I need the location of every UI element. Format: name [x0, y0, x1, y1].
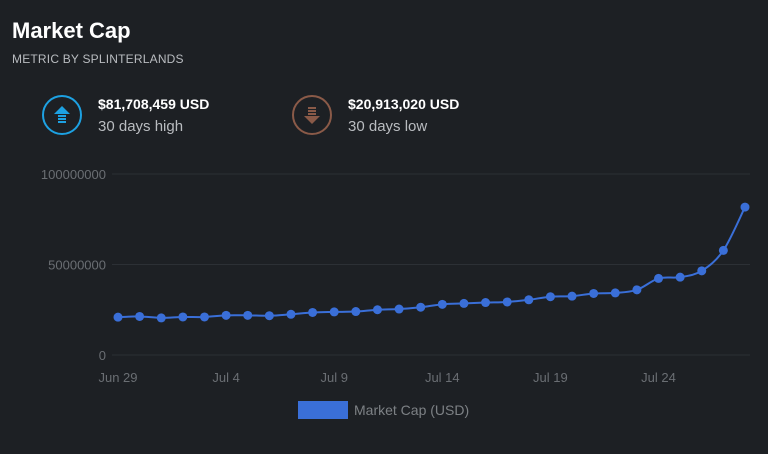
stat-high-label: 30 days high — [98, 117, 184, 135]
data-point[interactable] — [286, 309, 296, 319]
data-point[interactable] — [567, 291, 577, 301]
y-axis-ticks: 0 50000000 100000000 — [41, 167, 106, 363]
data-point[interactable] — [524, 295, 534, 305]
data-point[interactable] — [459, 298, 469, 308]
data-point[interactable] — [135, 311, 145, 321]
stat-high-value: $81,708,459 USD — [98, 95, 210, 112]
data-point[interactable] — [243, 310, 253, 320]
data-point[interactable] — [372, 305, 382, 315]
data-point[interactable] — [308, 307, 318, 317]
x-tick-label: Jun 29 — [98, 370, 137, 385]
stat-30-days-high: $81,708,459 USD 30 days high — [42, 95, 209, 135]
legend-label: Market Cap (USD) — [354, 402, 470, 418]
data-point[interactable] — [502, 297, 512, 307]
arrow-up-icon — [42, 95, 82, 135]
data-point[interactable] — [545, 292, 555, 302]
data-point[interactable] — [221, 310, 231, 320]
data-point[interactable] — [329, 307, 339, 317]
stat-low-value: $20,913,020 USD — [348, 95, 460, 112]
data-point[interactable] — [632, 285, 642, 295]
legend-swatch — [298, 401, 348, 419]
data-point[interactable] — [416, 302, 426, 312]
x-tick-label: Jul 4 — [212, 370, 239, 385]
data-point[interactable] — [654, 273, 664, 283]
data-point[interactable] — [394, 304, 404, 314]
data-point[interactable] — [199, 312, 209, 322]
data-point[interactable] — [351, 307, 361, 317]
x-tick-label: Jul 9 — [320, 370, 347, 385]
data-point[interactable] — [178, 312, 188, 322]
data-point[interactable] — [697, 266, 707, 276]
data-point[interactable] — [437, 299, 447, 309]
data-point[interactable] — [740, 202, 750, 212]
x-tick-label: Jul 24 — [641, 370, 676, 385]
arrow-down-icon — [292, 95, 332, 135]
data-point[interactable] — [675, 272, 685, 282]
stat-low-label: 30 days low — [348, 117, 428, 135]
y-tick-label: 50000000 — [48, 258, 106, 273]
x-tick-label: Jul 14 — [425, 370, 460, 385]
chart-legend[interactable]: Market Cap (USD) — [298, 401, 469, 419]
data-point[interactable] — [264, 311, 274, 321]
data-point[interactable] — [589, 288, 599, 298]
data-points — [113, 202, 750, 323]
data-point[interactable] — [113, 312, 123, 322]
y-tick-label: 0 — [99, 348, 106, 363]
page-title: Market Cap — [12, 18, 131, 43]
page-subtitle: METRIC BY SPLINTERLANDS — [12, 52, 184, 66]
x-tick-label: Jul 19 — [533, 370, 568, 385]
series-line — [117, 206, 746, 319]
stat-30-days-low: $20,913,020 USD 30 days low — [292, 95, 459, 135]
data-point[interactable] — [718, 245, 728, 255]
y-tick-label: 100000000 — [41, 167, 106, 182]
data-point[interactable] — [156, 313, 166, 323]
grid-lines — [112, 173, 750, 356]
data-point[interactable] — [610, 288, 620, 298]
x-axis-ticks: Jun 29 Jul 4 Jul 9 Jul 14 Jul 19 Jul 24 — [98, 370, 675, 385]
data-point[interactable] — [481, 298, 491, 308]
